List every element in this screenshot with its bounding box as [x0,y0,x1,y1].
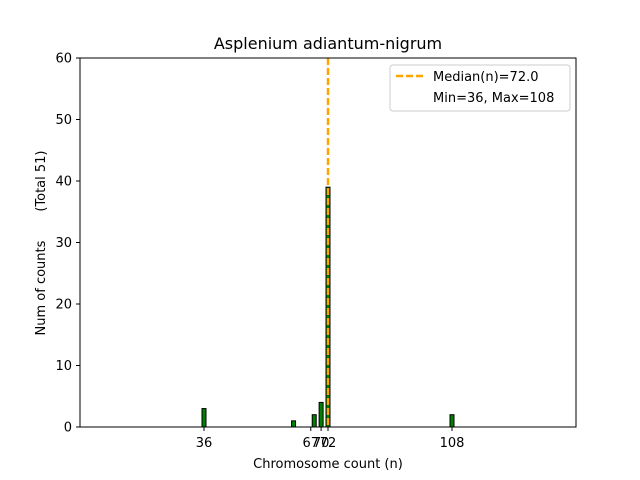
bar-108 [449,414,455,428]
y-tick-label: 40 [55,175,72,190]
y-axis: 0 10 20 30 40 50 60 [55,52,80,436]
x-tick-label: 108 [440,436,465,451]
x-tick-label: 72 [320,436,337,451]
legend-range-label: Min=36, Max=108 [433,91,554,106]
y-tick-label: 50 [55,113,72,128]
y-axis-label: Num of counts (Total 51) [34,151,49,336]
y-tick-label: 60 [55,52,72,67]
bar-62 [291,420,297,428]
bar-70 [318,401,324,428]
legend-median-label: Median(n)=72.0 [433,70,539,85]
y-tick-label: 20 [55,298,72,313]
legend: Median(n)=72.0 Min=36, Max=108 [389,64,571,112]
x-axis-label: Chromosome count (n) [253,457,403,472]
y-tick-label: 30 [55,236,72,251]
y-tick-label: 10 [55,359,72,374]
bar-68 [311,414,317,428]
legend-box [389,64,571,112]
x-tick-label: 36 [196,436,213,451]
chart-title: Asplenium adiantum-nigrum [214,34,442,53]
bar-36 [201,408,207,428]
x-tick-label: 67 [303,436,320,451]
y-tick-label: 0 [64,421,72,436]
x-tick-label: 70 [313,436,330,451]
